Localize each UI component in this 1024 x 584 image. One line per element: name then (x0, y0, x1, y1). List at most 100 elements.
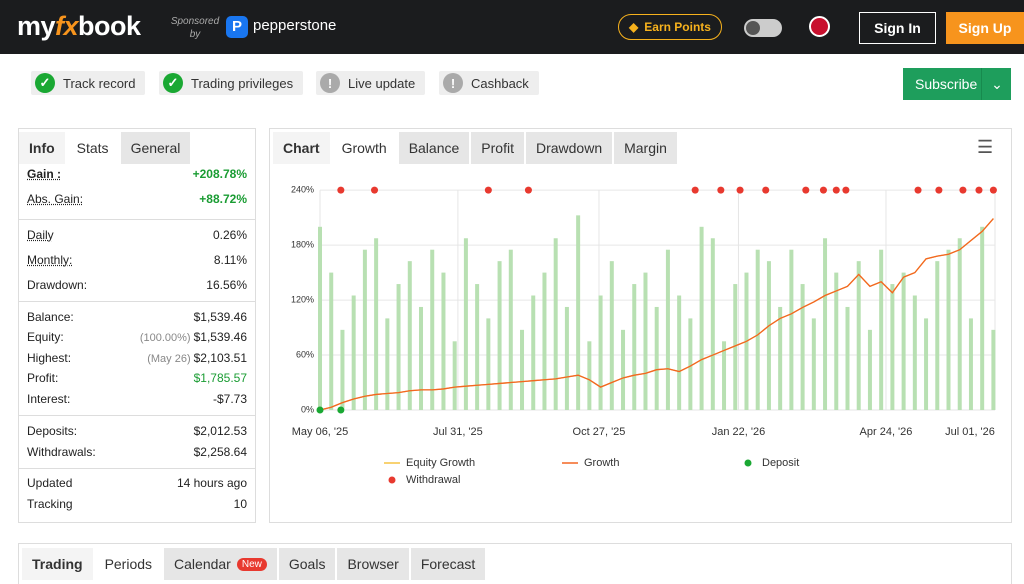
badge-label: Trading privileges (191, 75, 294, 91)
logo[interactable]: myfxbook (17, 11, 141, 42)
separator (19, 301, 255, 302)
theme-toggle[interactable] (744, 19, 782, 37)
chart-tabs: Chart Growth Balance Profit Drawdown Margin (273, 132, 679, 164)
stat-value-wrap: 0.26% (213, 228, 247, 242)
tab[interactable]: Goals (278, 548, 336, 580)
stat-value: $1,785.57 (193, 371, 247, 385)
tab[interactable]: Drawdown (525, 132, 613, 164)
settings-icon[interactable]: ☰ (977, 137, 994, 157)
stat-label: Drawdown: (27, 278, 88, 292)
stat-value-wrap: $1,539.46 (194, 310, 247, 324)
stat-value-wrap: (100.00%) $1,539.46 (140, 330, 247, 344)
info-icon: ! (443, 73, 463, 93)
badge: ✓ Trading privileges (159, 71, 304, 95)
tab[interactable]: Growth (331, 132, 397, 164)
earn-points[interactable]: ◆ Earn Points (618, 14, 722, 40)
tab-label: General (130, 140, 181, 156)
tab[interactable]: Stats (66, 132, 119, 164)
separator (19, 468, 255, 469)
stat-value-wrap: +88.72% (199, 192, 247, 206)
stats-tabs: Info Stats General (19, 132, 192, 164)
stat-value: 14 hours ago (176, 476, 247, 490)
badge: ! Live update (316, 71, 426, 95)
stat-value-wrap: $1,785.57 (194, 371, 247, 385)
stat-value-wrap: 14 hours ago (177, 476, 247, 490)
tab-label: Info (29, 140, 55, 156)
tab-label: Profit (481, 140, 514, 156)
stat-note: (100.00%) (139, 332, 191, 344)
stat-label: Balance: (27, 310, 74, 324)
chart-panel: Chart Growth Balance Profit Drawdown Margin ☰ (269, 128, 1012, 523)
badge: ! Cashback (439, 71, 539, 95)
check-icon: ✓ (163, 73, 183, 93)
bottom-panel: Trading Periods Calendar New Goals Browser For… (18, 543, 1012, 584)
stat-label: Monthly: (27, 253, 73, 267)
stat-row: Balance: $1,539.46 (27, 310, 247, 324)
stat-value-wrap: -$7.73 (213, 392, 247, 406)
stat-value-wrap: $2,258.64 (194, 445, 247, 459)
stat-value: $2,258.64 (193, 445, 247, 459)
tab[interactable]: Trading (22, 548, 93, 580)
stat-label: Withdrawals: (27, 445, 96, 459)
sign-in[interactable]: Sign In (859, 12, 936, 44)
stat-value: +208.78% (192, 167, 247, 181)
tab-label: Growth (341, 140, 387, 156)
sign-up[interactable]: Sign Up (946, 12, 1024, 44)
stat-value: $1,539.46 (193, 310, 247, 324)
stat-value: -$7.73 (212, 392, 247, 406)
info-icon: ! (320, 73, 340, 93)
stat-row: Abs. Gain: +88.72% (27, 192, 247, 206)
stat-value: 10 (233, 497, 247, 511)
stat-value-wrap: 16.56% (206, 278, 247, 292)
badge: ✓ Track record (31, 71, 146, 95)
flag[interactable] (809, 16, 830, 37)
stat-note: (May 26) (147, 353, 191, 365)
stat-label: Updated (27, 476, 73, 490)
tab-label: Browser (347, 556, 399, 572)
tab[interactable]: Forecast (410, 548, 486, 580)
tab-label: Forecast (420, 556, 476, 572)
stat-row: Updated 14 hours ago (27, 476, 247, 490)
tab[interactable]: Info (19, 132, 65, 164)
tab[interactable]: Periods (94, 548, 163, 580)
stat-label: Equity: (27, 330, 64, 344)
stat-label: Interest: (27, 392, 71, 406)
tab-label: Chart (283, 140, 320, 156)
tab-label: Calendar (174, 556, 231, 572)
stat-value-wrap: 10 (234, 497, 247, 511)
tab-label: Margin (624, 140, 667, 156)
tab-label: Stats (76, 140, 109, 156)
tab[interactable]: Margin (614, 132, 677, 164)
subscribe-label: Subscribe (915, 76, 978, 92)
badge-label: Live update (348, 75, 416, 91)
stat-label: Abs. Gain: (27, 192, 84, 206)
stat-label: Tracking (27, 497, 73, 511)
tab[interactable]: Profit (471, 132, 524, 164)
logo-part: fx (55, 11, 79, 41)
tab-label: Goals (288, 556, 326, 572)
tab[interactable]: General (120, 132, 191, 164)
separator (19, 415, 255, 416)
stat-row: Drawdown: 16.56% (27, 278, 247, 292)
tab[interactable]: Balance (398, 132, 470, 164)
sponsor-icon: P (226, 16, 248, 38)
tab-label: Periods (104, 556, 153, 572)
stat-row: Daily 0.26% (27, 228, 247, 242)
dropdown-arrow: ⌄ (981, 68, 1012, 100)
check-icon: ✓ (35, 73, 55, 93)
stat-row: Deposits: $2,012.53 (27, 424, 247, 438)
stat-value: $1,539.46 (193, 330, 247, 344)
stat-value-wrap: $2,012.53 (194, 424, 247, 438)
tab-label: Trading (32, 556, 83, 572)
subscribe[interactable]: Subscribe ⌄ (903, 68, 1011, 100)
sponsor-name[interactable]: pepperstone (253, 17, 337, 34)
badge-label: Cashback (471, 75, 529, 91)
stat-row: Interest: -$7.73 (27, 392, 247, 406)
stat-value: 8.11% (213, 253, 247, 267)
tab[interactable]: Chart (273, 132, 330, 164)
tab[interactable]: Calendar New (164, 548, 277, 580)
stat-value: +88.72% (199, 192, 247, 206)
tab[interactable]: Browser (337, 548, 409, 580)
tab-label: Balance (408, 140, 460, 156)
stat-label: Deposits: (27, 424, 78, 438)
